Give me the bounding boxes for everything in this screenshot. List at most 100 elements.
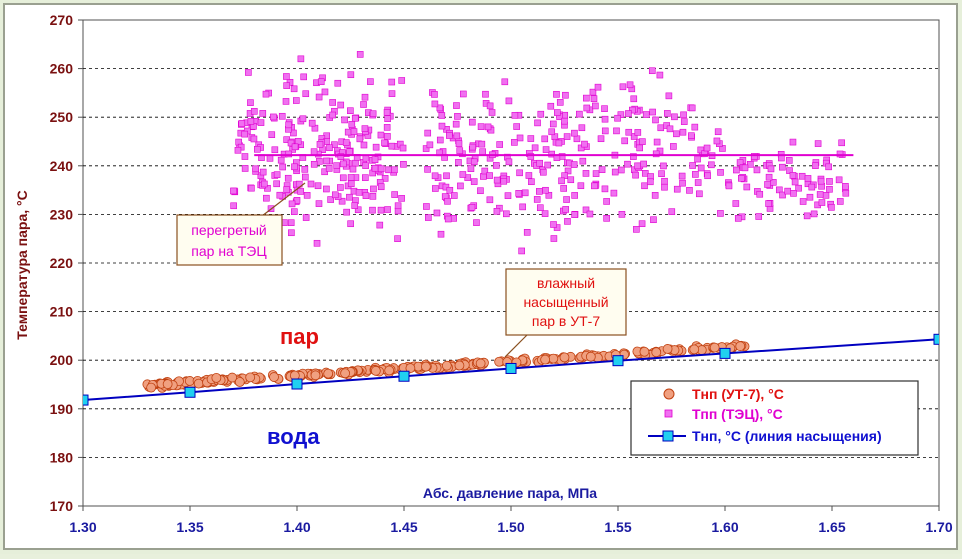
y-tick-label: 260 <box>50 61 74 77</box>
tpp-point <box>342 139 350 146</box>
tpp-point <box>486 172 493 179</box>
tpp-point <box>321 168 328 176</box>
tpp-point <box>629 106 636 114</box>
tpp-point <box>352 159 359 167</box>
tpp-point <box>799 198 807 205</box>
tpp-point <box>765 173 773 181</box>
tpp-point <box>528 178 535 186</box>
tpp-point <box>283 73 290 80</box>
tpp-point <box>291 208 298 215</box>
tpp-point <box>692 171 699 178</box>
tpp-point <box>536 188 543 195</box>
tpp-point <box>361 125 369 132</box>
tnp-ut7-point <box>162 379 173 390</box>
tpp-point <box>697 146 705 154</box>
tpp-point <box>337 101 345 109</box>
tpp-point <box>786 167 793 174</box>
tpp-point <box>738 174 745 182</box>
tpp-point <box>634 162 641 170</box>
tpp-point <box>268 131 276 138</box>
annotation-wet-saturated: влажный насыщенный пар в УТ-7 <box>504 268 627 358</box>
annotation-superheated-line-2: пар на ТЭЦ <box>191 243 267 259</box>
tpp-point <box>339 174 347 182</box>
tpp-point <box>424 129 432 137</box>
tpp-point <box>360 141 368 149</box>
tpp-point <box>257 119 265 126</box>
tpp-point <box>500 177 508 185</box>
x-tick-label: 1.60 <box>711 519 738 535</box>
tpp-point <box>369 193 377 200</box>
x-tick-label: 1.55 <box>604 519 631 535</box>
tpp-point <box>652 150 660 158</box>
tpp-point <box>798 172 806 180</box>
tpp-point <box>828 204 835 211</box>
tpp-point <box>527 135 535 142</box>
tpp-point <box>250 135 258 143</box>
series-tpp-points <box>230 51 850 255</box>
legend-label-saturation: Тнп, °С (линия насыщения) <box>692 428 882 444</box>
tpp-point <box>369 110 377 118</box>
tpp-point <box>779 163 786 171</box>
tpp-point <box>486 196 494 204</box>
tpp-point <box>598 166 606 173</box>
tpp-point <box>816 191 824 198</box>
tpp-point <box>310 148 318 155</box>
tpp-point <box>381 139 388 147</box>
y-axis-label: Температура пара, °С <box>14 190 30 340</box>
tpp-point <box>563 133 571 140</box>
tpp-point <box>603 198 610 205</box>
tpp-point <box>459 171 467 178</box>
tpp-point <box>630 133 638 140</box>
tpp-point <box>570 161 578 168</box>
tpp-point <box>516 169 523 177</box>
legend: Тнп (УТ-7), °С Тпп (ТЭЦ), °С Тнп, °С (ли… <box>630 380 919 456</box>
tpp-point <box>624 160 631 168</box>
tpp-point <box>558 177 565 185</box>
tpp-point <box>455 140 463 147</box>
tpp-point <box>444 197 451 205</box>
tpp-point <box>453 132 461 140</box>
tpp-point <box>308 119 316 127</box>
tpp-point <box>581 140 588 148</box>
tpp-point <box>817 177 825 185</box>
tpp-point <box>362 162 369 169</box>
tpp-point <box>350 128 358 135</box>
tpp-point <box>446 186 454 194</box>
tpp-point <box>400 160 407 168</box>
tpp-point <box>536 204 544 212</box>
annotation-wet-line-3: пар в УТ-7 <box>532 313 600 329</box>
x-tick-label: 1.50 <box>497 519 524 535</box>
tpp-point <box>351 202 359 209</box>
tpp-point <box>356 135 364 143</box>
tpp-point <box>571 129 578 137</box>
tpp-point <box>384 115 391 122</box>
tpp-point <box>283 136 290 143</box>
tpp-point <box>582 206 590 214</box>
tpp-point <box>383 109 391 116</box>
region-label-water: вода <box>267 424 320 449</box>
saturation-point <box>184 386 196 398</box>
tpp-point <box>250 108 258 115</box>
tpp-point <box>349 165 357 173</box>
tpp-point <box>547 102 555 110</box>
tpp-point <box>230 202 237 210</box>
tpp-point <box>618 211 626 218</box>
tpp-point <box>431 172 439 180</box>
tpp-point <box>285 121 292 129</box>
tpp-point <box>689 162 696 169</box>
tpp-point <box>838 139 845 147</box>
tpp-point <box>377 183 385 191</box>
tpp-point <box>534 119 541 127</box>
saturation-line <box>83 338 939 402</box>
tpp-point <box>594 83 602 91</box>
tpp-point <box>513 123 520 130</box>
tpp-point <box>477 187 484 195</box>
tpp-point <box>470 158 478 166</box>
tnp-ut7-point <box>193 378 204 389</box>
tpp-point <box>333 162 341 169</box>
tpp-point <box>501 78 509 86</box>
tpp-point <box>688 104 696 112</box>
tpp-point <box>270 113 277 121</box>
tpp-point <box>810 210 818 218</box>
tpp-point <box>431 91 438 98</box>
